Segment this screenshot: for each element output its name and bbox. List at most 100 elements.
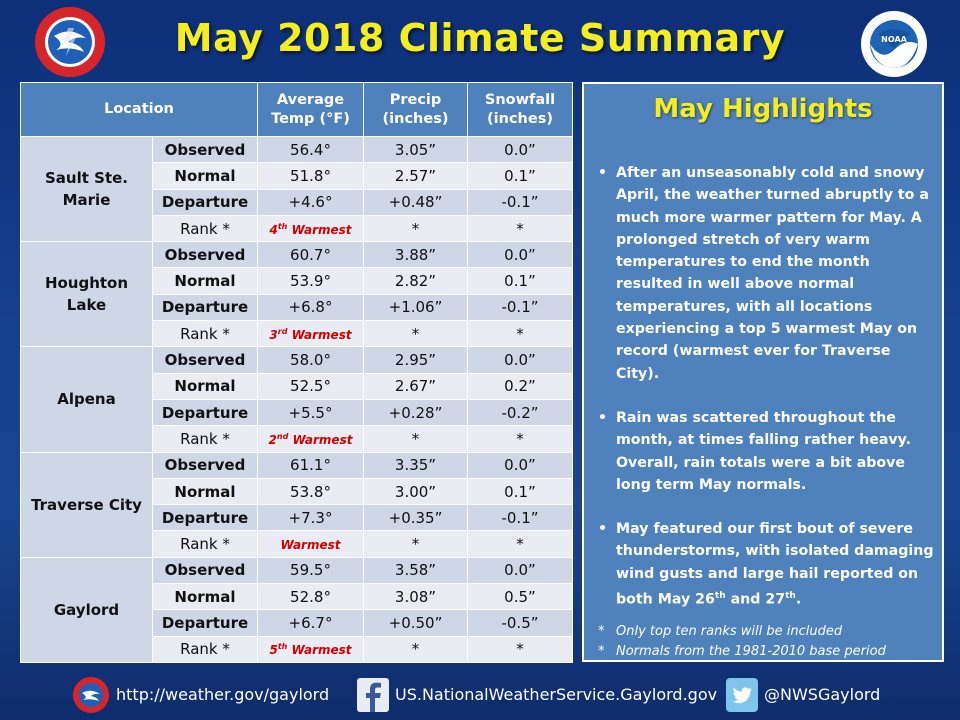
table-row: Departure +6.8° +1.06” -0.1” bbox=[21, 293, 573, 322]
header-precip-line2: (inches) bbox=[382, 110, 449, 127]
rank-suffix: th bbox=[277, 642, 288, 652]
precip-cell: 3.58” bbox=[363, 556, 468, 585]
row-label: Observed bbox=[152, 451, 258, 479]
highlight-item: Rain was scattered throughout the month,… bbox=[598, 407, 936, 496]
temp-cell: +4.6° bbox=[257, 188, 364, 216]
row-label: Departure bbox=[152, 188, 258, 216]
precip-cell: 2.95” bbox=[363, 346, 468, 374]
rank-word: Warmest bbox=[287, 327, 352, 342]
rank-cell: * bbox=[363, 635, 468, 663]
table-row: Normal 52.8° 3.08” 0.5” bbox=[21, 583, 573, 611]
rank-word: Warmest bbox=[287, 222, 352, 237]
header-precip: Precip (inches) bbox=[363, 82, 468, 137]
precip-cell: +1.06” bbox=[363, 293, 468, 322]
temp-cell: +6.8° bbox=[257, 293, 364, 322]
rank-cell: * bbox=[467, 320, 573, 348]
temp-cell: 61.1° bbox=[257, 451, 364, 479]
rank-cell: 2nd Warmest bbox=[257, 425, 364, 453]
row-label: Observed bbox=[152, 135, 258, 164]
snowfall-cell: -0.2” bbox=[467, 398, 573, 427]
snowfall-cell: 0.0” bbox=[467, 135, 573, 164]
climate-table: Location Average Temp (°F) Precip (inches)… bbox=[20, 82, 573, 663]
table-row: Departure +7.3° +0.35” -0.1” bbox=[21, 504, 573, 532]
snowfall-cell: 0.5” bbox=[467, 583, 573, 611]
temp-cell: 56.4° bbox=[257, 135, 364, 164]
temp-cell: 52.8° bbox=[257, 583, 364, 611]
twitter-bird-icon[interactable] bbox=[726, 678, 758, 712]
location-name: Gaylord bbox=[20, 556, 153, 663]
rank-text: 2nd Warmest bbox=[269, 432, 353, 447]
location-name-line2: Lake bbox=[66, 296, 107, 315]
snowfall-cell: 0.1” bbox=[467, 162, 573, 190]
highlights-panel: May Highlights After an unseasonably col… bbox=[582, 82, 944, 662]
row-label: Observed bbox=[152, 556, 258, 585]
rank-cell: 3rd Warmest bbox=[257, 320, 364, 348]
table-row: Normal 53.9° 2.82” 0.1” bbox=[21, 267, 573, 295]
rank-text: 3rd Warmest bbox=[269, 327, 352, 342]
rank-word: Warmest bbox=[280, 538, 341, 553]
snowfall-cell: -0.1” bbox=[467, 188, 573, 216]
rank-cell: 4th Warmest bbox=[257, 214, 364, 243]
location-name-line1: Gaylord bbox=[53, 600, 120, 619]
footnote: Normals from the 1981-2010 base period bbox=[598, 642, 938, 662]
rank-cell: * bbox=[467, 530, 573, 558]
precip-cell: 3.35” bbox=[363, 451, 468, 479]
highlight-text: . bbox=[795, 591, 802, 608]
table-row: Alpena Observed 58.0° 2.95” 0.0” bbox=[20, 346, 573, 453]
highlight-item: May featured our first bout of severe th… bbox=[598, 518, 936, 611]
header-precip-line1: Precip bbox=[389, 91, 442, 108]
rank-cell: 5th Warmest bbox=[257, 635, 364, 663]
website-link[interactable]: http://weather.gov/gaylord bbox=[116, 685, 330, 704]
rank-number: 3 bbox=[269, 327, 278, 342]
temp-cell: 52.5° bbox=[257, 372, 364, 400]
table-row: Rank * 4th Warmest * * bbox=[21, 214, 573, 243]
header-temp-line2: Temp (°F) bbox=[271, 110, 350, 127]
page-title: May 2018 Climate Summary bbox=[174, 16, 786, 60]
row-label: Observed bbox=[152, 241, 258, 269]
rank-text: Warmest bbox=[281, 538, 341, 552]
rank-cell: * bbox=[363, 320, 468, 348]
snowfall-cell: 0.1” bbox=[467, 477, 573, 506]
rank-cell: * bbox=[467, 425, 573, 453]
facebook-icon[interactable] bbox=[357, 678, 389, 712]
highlight-sup: th bbox=[785, 591, 796, 602]
row-label: Normal bbox=[152, 162, 258, 190]
precip-cell: 2.57” bbox=[363, 162, 468, 190]
rank-text: 5th Warmest bbox=[269, 642, 352, 658]
row-label: Rank * bbox=[152, 635, 258, 663]
header-snow-line1: Snowfall bbox=[484, 91, 556, 108]
row-label: Rank * bbox=[152, 320, 258, 348]
table-row: Gaylord Observed 59.5° 3.58” 0.0” bbox=[20, 556, 573, 663]
table-row: Rank * 5th Warmest * * bbox=[21, 635, 573, 663]
row-label: Departure bbox=[152, 504, 258, 532]
twitter-link[interactable]: @NWSGaylord bbox=[764, 685, 881, 704]
highlight-text: and 27 bbox=[725, 591, 786, 608]
highlight-text: May featured our first bout of severe th… bbox=[616, 521, 934, 608]
facebook-link[interactable]: US.NationalWeatherService.Gaylord.gov bbox=[395, 685, 718, 704]
table-header-row: Location Average Temp (°F) Precip (inches)… bbox=[20, 82, 573, 137]
row-label: Departure bbox=[152, 398, 258, 427]
header-temp-line1: Average bbox=[276, 91, 345, 108]
rank-cell: * bbox=[363, 425, 468, 453]
temp-cell: 59.5° bbox=[257, 556, 364, 585]
temp-cell: 60.7° bbox=[257, 241, 364, 269]
precip-cell: +0.28” bbox=[363, 398, 468, 427]
rank-cell: * bbox=[467, 635, 573, 663]
rank-word: Warmest bbox=[287, 643, 352, 658]
highlights-title: May Highlights bbox=[653, 94, 873, 124]
rank-text: 4th Warmest bbox=[269, 221, 352, 237]
location-name: Alpena bbox=[20, 346, 153, 453]
snowfall-cell: -0.5” bbox=[467, 609, 573, 637]
snowfall-cell: 0.0” bbox=[467, 346, 573, 374]
snowfall-cell: 0.2” bbox=[467, 372, 573, 400]
location-name-line1: Houghton bbox=[44, 274, 129, 293]
rank-suffix: th bbox=[277, 221, 288, 231]
highlight-sup: th bbox=[714, 591, 726, 602]
rank-cell: * bbox=[467, 214, 573, 243]
row-label: Observed bbox=[152, 346, 258, 374]
header-temp: Average Temp (°F) bbox=[257, 82, 364, 137]
location-name-line1: Alpena bbox=[57, 390, 116, 409]
snowfall-cell: 0.0” bbox=[467, 451, 573, 479]
rank-number: 4 bbox=[269, 222, 278, 237]
precip-cell: 2.82” bbox=[363, 267, 468, 295]
